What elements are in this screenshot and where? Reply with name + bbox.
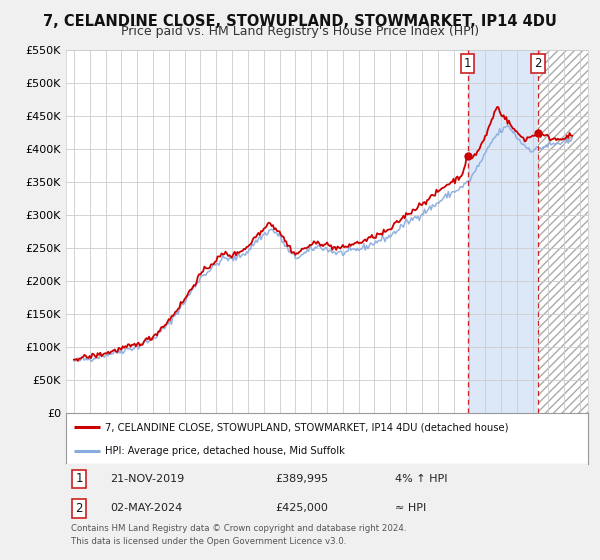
Text: 4% ↑ HPI: 4% ↑ HPI [395, 474, 448, 484]
Text: ≈ HPI: ≈ HPI [395, 503, 426, 514]
Text: Price paid vs. HM Land Registry's House Price Index (HPI): Price paid vs. HM Land Registry's House … [121, 25, 479, 38]
Text: 2: 2 [76, 502, 83, 515]
Bar [538, 50, 600, 413]
Text: 7, CELANDINE CLOSE, STOWUPLAND, STOWMARKET, IP14 4DU: 7, CELANDINE CLOSE, STOWUPLAND, STOWMARK… [43, 14, 557, 29]
Text: HPI: Average price, detached house, Mid Suffolk: HPI: Average price, detached house, Mid … [105, 446, 345, 456]
Text: £389,995: £389,995 [275, 474, 328, 484]
Text: 02-MAY-2024: 02-MAY-2024 [110, 503, 182, 514]
Text: £425,000: £425,000 [275, 503, 328, 514]
Text: 1: 1 [76, 473, 83, 486]
Bar [468, 50, 538, 413]
Text: 21-NOV-2019: 21-NOV-2019 [110, 474, 185, 484]
Text: 1: 1 [464, 57, 472, 70]
Bar [538, 50, 600, 413]
Text: 7, CELANDINE CLOSE, STOWUPLAND, STOWMARKET, IP14 4DU (detached house): 7, CELANDINE CLOSE, STOWUPLAND, STOWMARK… [105, 422, 509, 432]
Text: 2: 2 [535, 57, 542, 70]
Text: Contains HM Land Registry data © Crown copyright and database right 2024.
This d: Contains HM Land Registry data © Crown c… [71, 524, 407, 546]
